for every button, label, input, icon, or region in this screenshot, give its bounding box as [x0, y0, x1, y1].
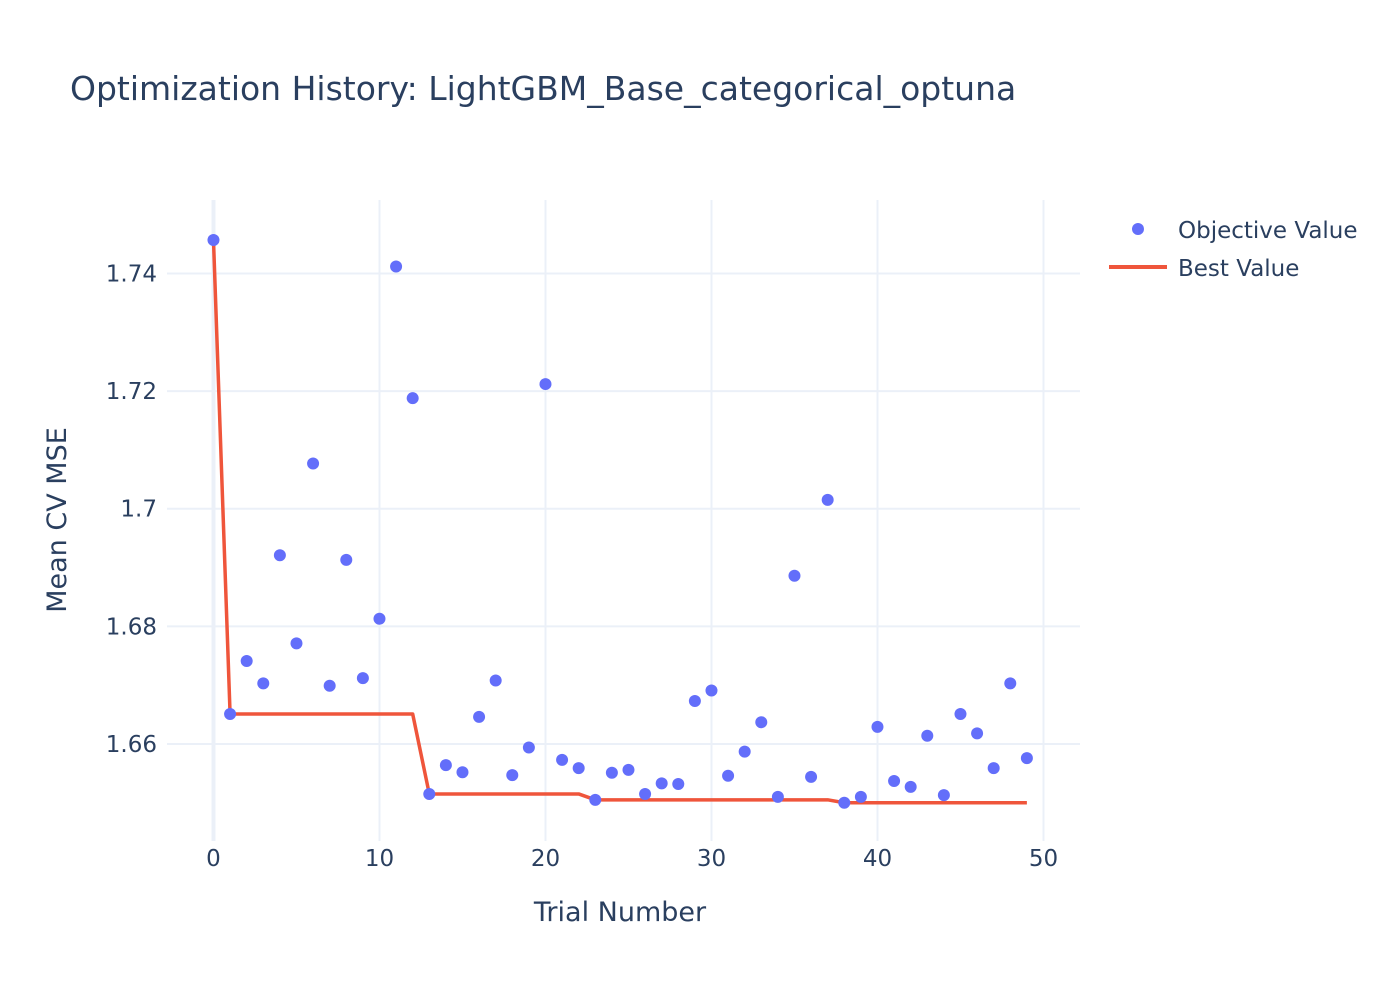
legend-label-best-value: Best Value: [1178, 256, 1299, 282]
objective-value-point[interactable]: [688, 695, 701, 708]
y-axis-title: Mean CV MSE: [42, 427, 73, 613]
x-axis-ticks: 0 10 20 30 40 50: [206, 846, 1058, 872]
objective-value-point[interactable]: [854, 790, 867, 803]
y-axis-ticks: 1.66 1.68 1.7 1.72 1.74: [106, 262, 157, 758]
objective-value-point[interactable]: [755, 716, 768, 729]
objective-value-point[interactable]: [406, 392, 419, 405]
legend-item-objective-value[interactable]: Objective Value: [1132, 218, 1358, 244]
y-tick-label: 1.74: [106, 262, 157, 288]
objective-value-series[interactable]: [207, 233, 1033, 809]
x-tick-label: 50: [1029, 846, 1058, 872]
objective-value-point[interactable]: [390, 260, 403, 273]
objective-value-point[interactable]: [290, 637, 303, 650]
objective-value-point[interactable]: [971, 727, 984, 740]
objective-value-point[interactable]: [473, 710, 486, 723]
objective-value-point[interactable]: [273, 549, 286, 562]
legend-item-best-value[interactable]: Best Value: [1109, 256, 1299, 282]
objective-value-point[interactable]: [937, 789, 950, 802]
y-tick-label: 1.66: [106, 732, 157, 758]
objective-value-point[interactable]: [1004, 677, 1017, 690]
legend-label-objective-value: Objective Value: [1178, 218, 1358, 244]
objective-value-point[interactable]: [639, 787, 652, 800]
objective-value-point[interactable]: [456, 766, 469, 779]
objective-value-point[interactable]: [705, 684, 718, 697]
objective-value-point[interactable]: [207, 233, 220, 246]
objective-value-point[interactable]: [506, 769, 519, 782]
y-tick-label: 1.68: [106, 614, 157, 640]
objective-value-point[interactable]: [838, 796, 851, 809]
objective-value-point[interactable]: [987, 762, 1000, 775]
objective-value-point[interactable]: [522, 741, 535, 754]
objective-value-point[interactable]: [323, 679, 336, 692]
objective-value-point[interactable]: [340, 553, 353, 566]
objective-value-point[interactable]: [539, 378, 552, 391]
grid-lines: [167, 200, 1080, 841]
objective-value-point[interactable]: [871, 720, 884, 733]
objective-value-point[interactable]: [356, 672, 369, 685]
y-tick-label: 1.72: [106, 379, 157, 405]
objective-value-point[interactable]: [307, 457, 320, 470]
x-tick-label: 30: [697, 846, 726, 872]
objective-value-point[interactable]: [622, 763, 635, 776]
objective-value-point[interactable]: [572, 762, 585, 775]
legend[interactable]: Objective Value Best Value: [1109, 218, 1358, 282]
objective-value-point[interactable]: [805, 770, 818, 783]
x-tick-label: 20: [531, 846, 560, 872]
objective-value-point[interactable]: [605, 766, 618, 779]
objective-value-point[interactable]: [240, 655, 253, 668]
best-value-series[interactable]: [211, 239, 1027, 805]
objective-value-point[interactable]: [589, 793, 602, 806]
y-tick-label: 1.7: [120, 497, 157, 523]
objective-value-point[interactable]: [788, 569, 801, 582]
objective-value-point[interactable]: [1020, 752, 1033, 765]
objective-value-point[interactable]: [556, 753, 569, 766]
best-value-line: [211, 239, 1027, 805]
x-axis-title: Trial Number: [533, 897, 707, 928]
x-tick-label: 40: [863, 846, 892, 872]
objective-value-point[interactable]: [439, 759, 452, 772]
objective-value-point[interactable]: [655, 777, 668, 790]
objective-value-point[interactable]: [921, 729, 934, 742]
objective-value-point[interactable]: [821, 493, 834, 506]
x-tick-label: 10: [365, 846, 394, 872]
objective-value-point[interactable]: [672, 777, 685, 790]
x-tick-label: 0: [206, 846, 221, 872]
legend-marker-objective-value: [1132, 223, 1144, 235]
chart-title: Optimization History: LightGBM_Base_cate…: [70, 69, 1016, 108]
objective-value-point[interactable]: [954, 707, 967, 720]
objective-value-point[interactable]: [738, 745, 751, 758]
objective-value-point[interactable]: [489, 674, 502, 687]
objective-value-point[interactable]: [423, 787, 436, 800]
objective-value-point[interactable]: [224, 707, 237, 720]
objective-value-point[interactable]: [722, 769, 735, 782]
objective-value-point[interactable]: [888, 775, 901, 788]
objective-value-point[interactable]: [904, 780, 917, 793]
objective-value-point[interactable]: [373, 612, 386, 625]
objective-value-point[interactable]: [257, 677, 270, 690]
objective-value-point[interactable]: [771, 790, 784, 803]
